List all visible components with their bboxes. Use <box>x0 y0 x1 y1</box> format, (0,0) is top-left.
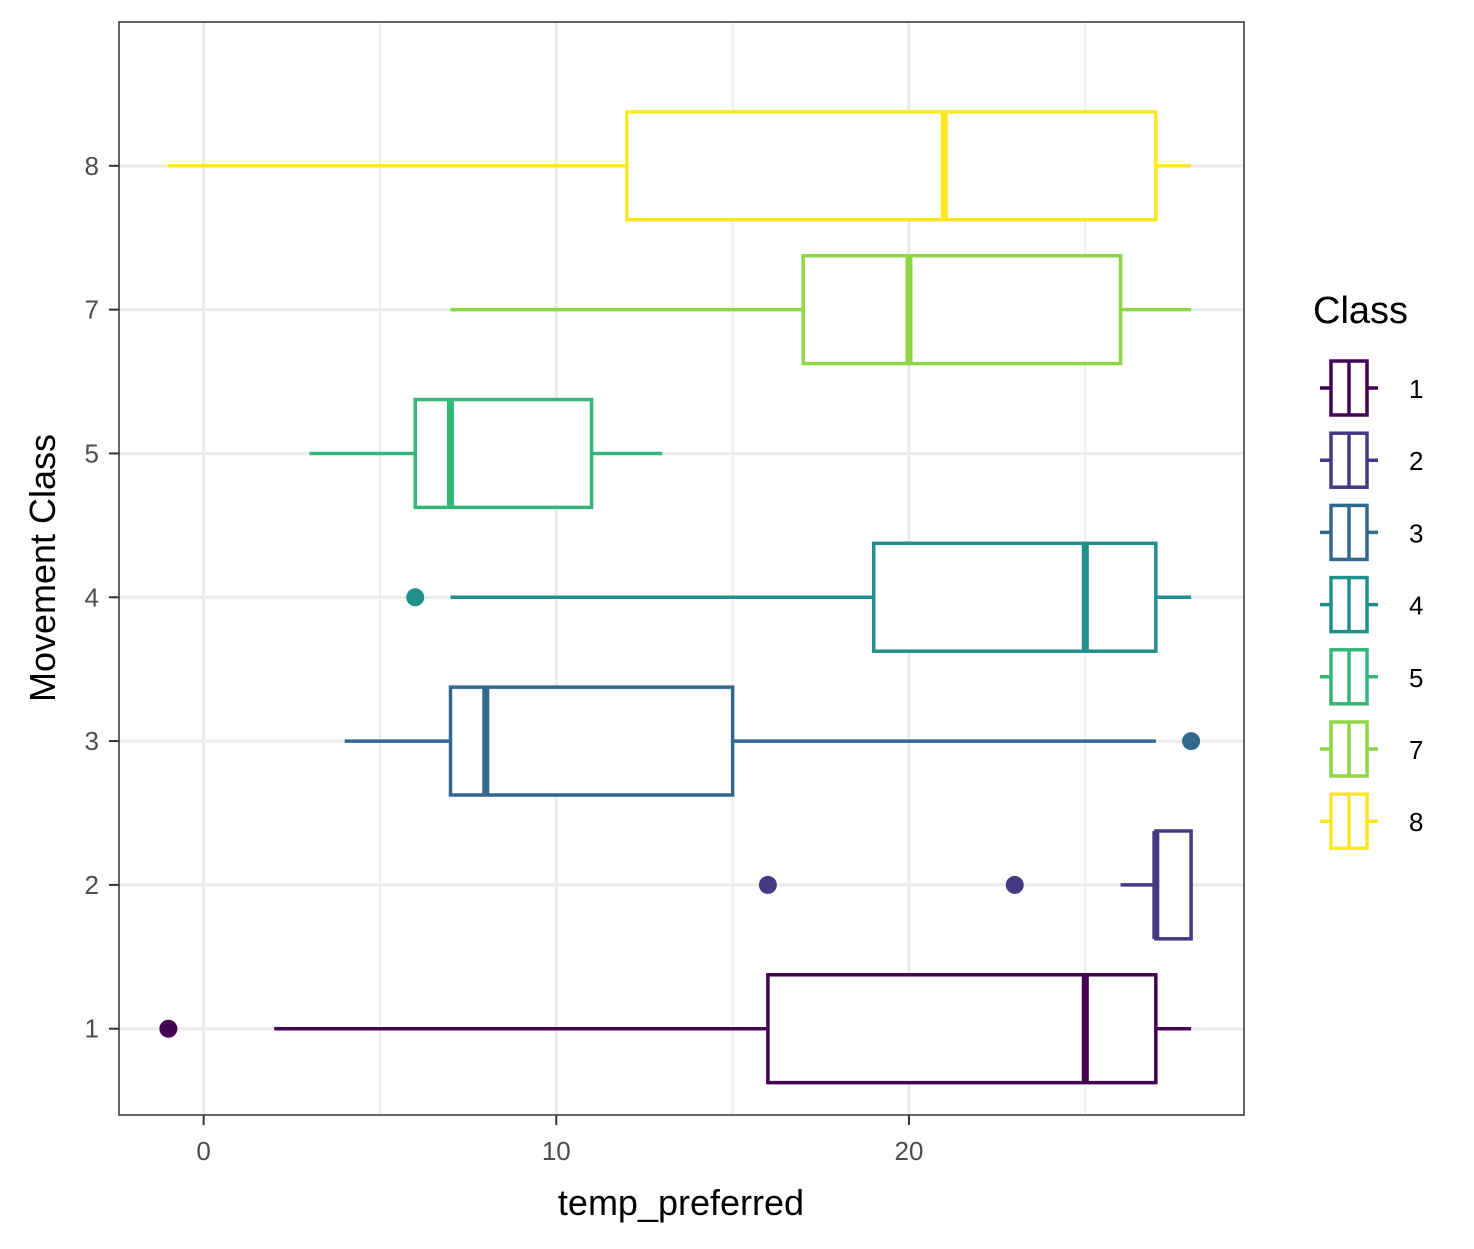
y-tick-label: 7 <box>85 295 99 325</box>
box-series <box>159 110 1201 1085</box>
x-axis: 0 10 20 <box>196 1115 923 1166</box>
box-iqr <box>413 397 594 510</box>
legend-label: 5 <box>1409 663 1423 693</box>
legend-item-3: 3 <box>1320 503 1423 562</box>
y-axis: 1 2 3 4 5 7 8 <box>85 151 119 1044</box>
box-iqr <box>448 685 735 797</box>
y-tick-label: 4 <box>85 582 99 612</box>
legend-item-1: 1 <box>1320 359 1423 417</box>
box-8 <box>168 110 1192 222</box>
legend-item-2: 2 <box>1320 431 1423 489</box>
y-tick-label: 8 <box>85 151 99 181</box>
legend-label: 2 <box>1409 446 1423 476</box>
box-iqr <box>801 253 1123 366</box>
y-tick-label: 5 <box>85 438 99 468</box>
outlier-point <box>1005 875 1024 894</box>
legend-item-8: 8 <box>1320 792 1423 850</box>
x-tick-label: 0 <box>196 1136 210 1166</box>
y-tick-label: 2 <box>85 870 99 900</box>
legend-label: 8 <box>1409 807 1423 837</box>
y-tick-label: 3 <box>85 726 99 756</box>
legend-label: 7 <box>1409 735 1423 765</box>
x-tick-label: 20 <box>895 1136 924 1166</box>
legend-title: Class <box>1313 290 1408 332</box>
legend: Class 1 2 3 4 5 7 8 <box>1313 290 1423 850</box>
x-tick-label: 10 <box>542 1136 571 1166</box>
legend-item-5: 5 <box>1320 648 1423 706</box>
plot-panel-border <box>118 21 1245 1116</box>
x-axis-title: temp_preferred <box>558 1182 804 1223</box>
y-tick-label: 1 <box>85 1014 99 1044</box>
box-4 <box>406 541 1192 653</box>
outlier-point <box>159 1019 178 1038</box>
box-iqr <box>625 110 1158 222</box>
box-5 <box>309 397 663 510</box>
outlier-point <box>758 875 777 894</box>
box-iqr <box>766 973 1158 1085</box>
outlier-point <box>1182 732 1201 751</box>
legend-item-4: 4 <box>1320 575 1423 634</box>
box-7 <box>450 253 1192 366</box>
box-1 <box>159 973 1192 1085</box>
box-iqr <box>1154 829 1193 941</box>
legend-item-7: 7 <box>1320 720 1423 778</box>
legend-label: 3 <box>1409 518 1423 548</box>
box-iqr <box>871 541 1158 653</box>
box-2 <box>758 829 1193 941</box>
box-3 <box>344 685 1201 797</box>
legend-label: 1 <box>1409 374 1423 404</box>
legend-label: 4 <box>1409 591 1423 621</box>
y-axis-title: Movement Class <box>22 434 63 702</box>
outlier-point <box>406 588 425 607</box>
